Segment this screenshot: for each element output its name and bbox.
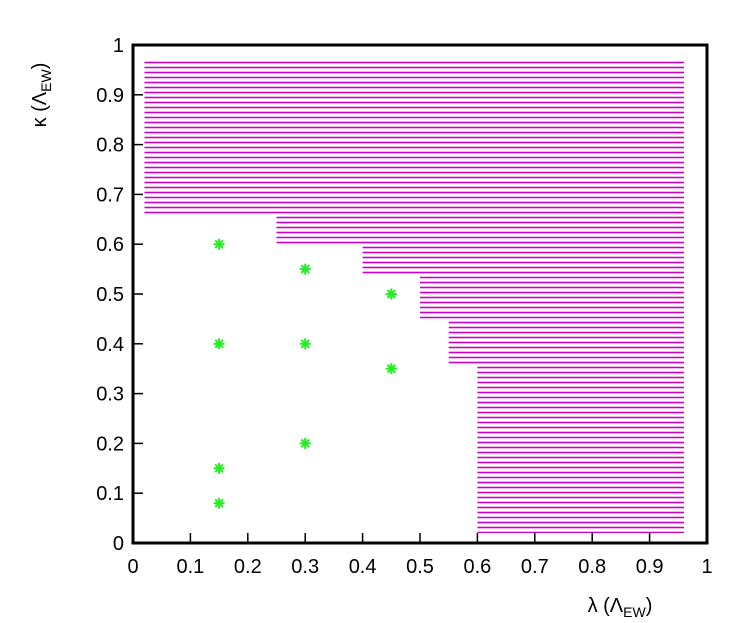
y-tick-label: 0.4 xyxy=(96,334,124,356)
y-tick-label: 0.7 xyxy=(96,184,124,206)
point xyxy=(385,288,397,300)
point xyxy=(213,238,225,250)
x-tick-label: 1 xyxy=(701,556,712,578)
x-tick-label: 0.4 xyxy=(349,556,377,578)
x-tick-label: 0.6 xyxy=(463,556,491,578)
point xyxy=(213,338,225,350)
point xyxy=(213,497,225,509)
x-tick-label: 0.7 xyxy=(521,556,549,578)
y-tick-label: 0.8 xyxy=(96,135,124,157)
y-tick-label: 0.2 xyxy=(96,433,124,455)
y-tick-label: 0 xyxy=(113,533,124,555)
x-tick-label: 0.1 xyxy=(176,556,204,578)
plot-frame xyxy=(131,43,709,545)
point xyxy=(213,462,225,474)
y-tick-label: 0.1 xyxy=(96,483,124,505)
point xyxy=(299,437,311,449)
y-tick-label: 0.6 xyxy=(96,234,124,256)
y-axis-label: κ (ΛEW) xyxy=(29,63,54,128)
point xyxy=(299,263,311,275)
y-tick-label: 1 xyxy=(113,35,124,57)
y-tick-label: 0.5 xyxy=(96,284,124,306)
x-axis-label: λ (ΛEW) xyxy=(588,595,653,620)
y-tick-label: 0.9 xyxy=(96,85,124,107)
excluded-region xyxy=(144,59,685,534)
x-tick-label: 0.3 xyxy=(291,556,319,578)
x-tick-label: 0.2 xyxy=(234,556,262,578)
x-tick-label: 0.9 xyxy=(636,556,664,578)
x-tick-label: 0.5 xyxy=(406,556,434,578)
point xyxy=(385,363,397,375)
y-tick-label: 0.3 xyxy=(96,384,124,406)
point xyxy=(299,338,311,350)
x-tick-label: 0.8 xyxy=(578,556,606,578)
x-tick-label: 0 xyxy=(127,556,138,578)
